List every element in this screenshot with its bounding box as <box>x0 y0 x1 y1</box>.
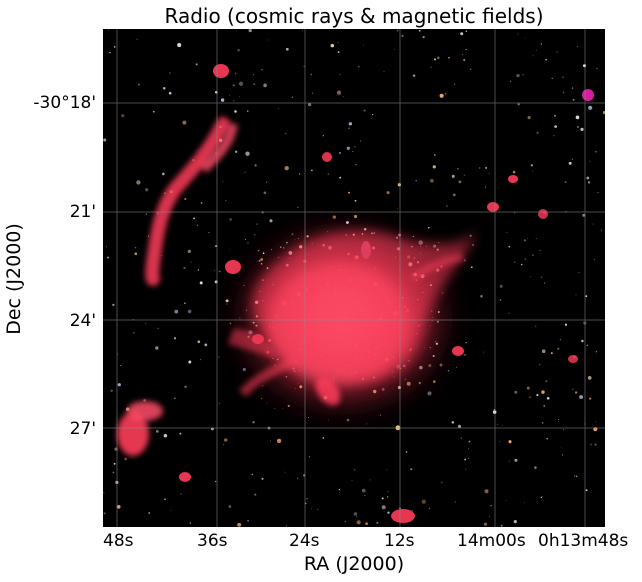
radio-overlay-image <box>103 29 605 527</box>
x-tick-label: 36s <box>197 531 228 551</box>
x-tick-label: 48s <box>103 531 134 551</box>
x-tick-label: 24s <box>289 531 320 551</box>
sky-image-panel <box>103 29 605 527</box>
y-tick-label: -30°18' <box>33 93 96 113</box>
figure-title: Radio (cosmic rays & magnetic fields) <box>164 4 544 28</box>
x-axis-label: RA (J2000) <box>303 553 405 575</box>
x-tick-label: 14m00s <box>457 531 526 551</box>
x-tick-label: 12s <box>384 531 415 551</box>
y-tick-label: 21' <box>69 202 96 222</box>
y-tick-label: 24' <box>69 311 96 331</box>
radio-halo <box>228 224 478 414</box>
coordinate-grid <box>103 29 605 527</box>
x-tick-label: 0h13m48s <box>538 531 629 551</box>
y-axis-label: Dec (J2000) <box>3 223 25 335</box>
y-tick-label: 27' <box>69 419 96 439</box>
